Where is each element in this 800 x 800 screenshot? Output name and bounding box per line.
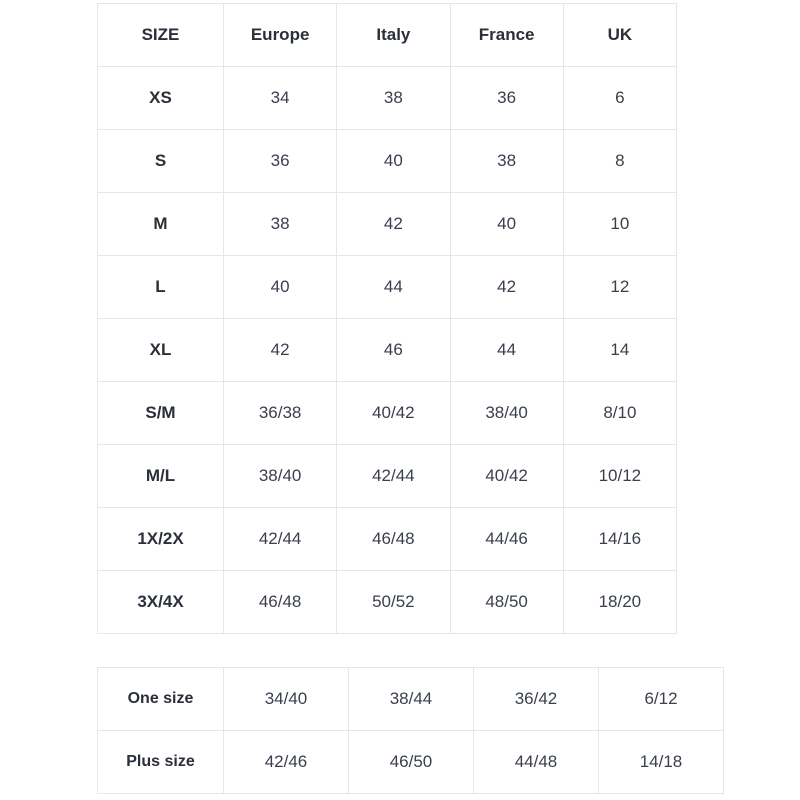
table-row: S 36 40 38 8: [97, 129, 678, 193]
cell-france: 40: [449, 192, 564, 256]
cell-size: Plus size: [97, 730, 224, 794]
cell-italy: 38/44: [348, 667, 474, 731]
cell-europe: 36: [222, 129, 338, 193]
cell-italy: 42/44: [336, 444, 451, 508]
cell-italy: 46/50: [348, 730, 474, 794]
cell-europe: 42: [222, 318, 338, 382]
cell-europe: 42/44: [222, 507, 338, 571]
cell-europe: 38: [222, 192, 338, 256]
cell-europe: 36/38: [222, 381, 338, 445]
cell-uk: 6/12: [598, 667, 724, 731]
table-header: SIZE Europe Italy France UK: [97, 3, 678, 67]
cell-size: One size: [97, 667, 224, 731]
table-row: XS 34 38 36 6: [97, 66, 678, 130]
cell-uk: 10/12: [562, 444, 678, 508]
cell-uk: 8: [562, 129, 678, 193]
cell-france: 42: [449, 255, 564, 319]
cell-size: 1X/2X: [97, 507, 224, 571]
cell-uk: 18/20: [562, 570, 678, 634]
cell-size: 3X/4X: [97, 570, 224, 634]
extra-table-body: One size 34/40 38/44 36/42 6/12 Plus siz…: [97, 667, 724, 794]
cell-europe: 42/46: [223, 730, 349, 794]
cell-size: S: [97, 129, 224, 193]
cell-europe: 34: [222, 66, 338, 130]
cell-europe: 38/40: [222, 444, 338, 508]
cell-italy: 40/42: [336, 381, 451, 445]
extra-size-table: One size 34/40 38/44 36/42 6/12 Plus siz…: [97, 667, 724, 794]
cell-france: 48/50: [449, 570, 564, 634]
column-header-uk: UK: [562, 3, 678, 67]
table-row: XL 42 46 44 14: [97, 318, 678, 382]
cell-uk: 8/10: [562, 381, 678, 445]
cell-france: 44: [449, 318, 564, 382]
cell-europe: 34/40: [223, 667, 349, 731]
cell-france: 40/42: [449, 444, 564, 508]
cell-italy: 44: [336, 255, 451, 319]
cell-france: 38: [449, 129, 564, 193]
column-header-italy: Italy: [336, 3, 451, 67]
table-header-row: SIZE Europe Italy France UK: [97, 3, 678, 67]
main-size-table-container: SIZE Europe Italy France UK XS 34 38 36 …: [97, 3, 678, 634]
cell-size: XS: [97, 66, 224, 130]
table-row: M/L 38/40 42/44 40/42 10/12: [97, 444, 678, 508]
cell-italy: 42: [336, 192, 451, 256]
main-table-body: XS 34 38 36 6 S 36 40 38 8 M 38 42: [97, 66, 678, 634]
column-header-france: France: [449, 3, 564, 67]
cell-italy: 46: [336, 318, 451, 382]
table-row: One size 34/40 38/44 36/42 6/12: [97, 667, 724, 731]
cell-italy: 50/52: [336, 570, 451, 634]
cell-france: 38/40: [449, 381, 564, 445]
table-row: Plus size 42/46 46/50 44/48 14/18: [97, 730, 724, 794]
cell-size: L: [97, 255, 224, 319]
table-row: 1X/2X 42/44 46/48 44/46 14/16: [97, 507, 678, 571]
cell-france: 36/42: [473, 667, 599, 731]
cell-europe: 46/48: [222, 570, 338, 634]
table-row: M 38 42 40 10: [97, 192, 678, 256]
cell-italy: 40: [336, 129, 451, 193]
table-row: S/M 36/38 40/42 38/40 8/10: [97, 381, 678, 445]
column-header-europe: Europe: [222, 3, 338, 67]
cell-italy: 46/48: [336, 507, 451, 571]
cell-france: 44/46: [449, 507, 564, 571]
extra-size-table-container: One size 34/40 38/44 36/42 6/12 Plus siz…: [97, 667, 724, 794]
cell-uk: 14/18: [598, 730, 724, 794]
cell-size: M/L: [97, 444, 224, 508]
cell-france: 36: [449, 66, 564, 130]
cell-size: XL: [97, 318, 224, 382]
cell-size: S/M: [97, 381, 224, 445]
cell-uk: 12: [562, 255, 678, 319]
table-row: 3X/4X 46/48 50/52 48/50 18/20: [97, 570, 678, 634]
cell-italy: 38: [336, 66, 451, 130]
column-header-size: SIZE: [97, 3, 224, 67]
cell-uk: 6: [562, 66, 678, 130]
cell-size: M: [97, 192, 224, 256]
cell-uk: 10: [562, 192, 678, 256]
table-row: L 40 44 42 12: [97, 255, 678, 319]
main-size-table: SIZE Europe Italy France UK XS 34 38 36 …: [97, 3, 678, 634]
cell-uk: 14/16: [562, 507, 678, 571]
cell-europe: 40: [222, 255, 338, 319]
cell-uk: 14: [562, 318, 678, 382]
cell-france: 44/48: [473, 730, 599, 794]
